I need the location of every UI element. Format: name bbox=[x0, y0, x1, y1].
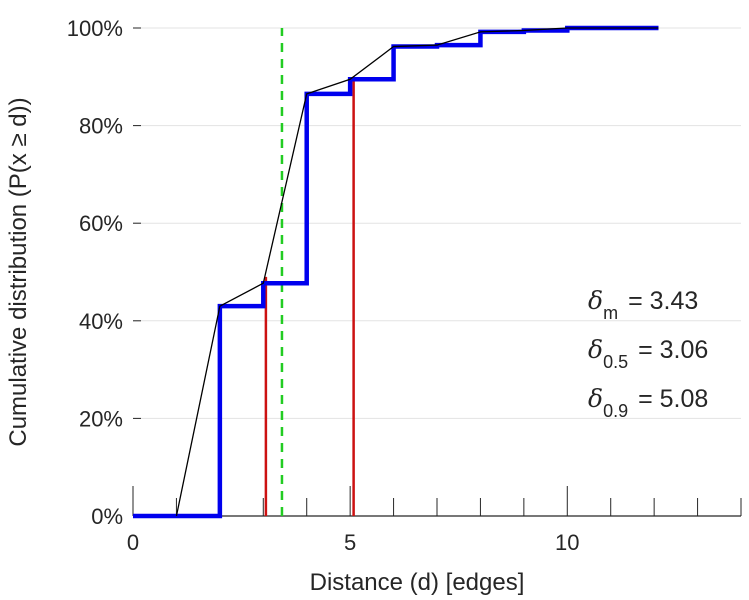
stats-annotation: δm = 3.43 δ0.5 = 3.06 δ0.9 = 5.08 bbox=[588, 286, 708, 421]
cdf-step-line bbox=[133, 25, 659, 519]
tick-labels: 0% 20% 40% 60% 80% 100% 0 5 10 bbox=[67, 16, 580, 555]
stat-median-sub: 0.5 bbox=[603, 352, 628, 372]
cdf-interpolated-line bbox=[175, 27, 659, 517]
y-tick-label: 20% bbox=[79, 406, 123, 431]
x-tick-label: 10 bbox=[555, 530, 579, 555]
axes bbox=[132, 27, 742, 517]
stat-median-symbol: δ bbox=[588, 335, 603, 364]
plot-area bbox=[133, 25, 659, 519]
stat-p90-symbol: δ bbox=[588, 384, 603, 413]
x-tick-label: 5 bbox=[344, 530, 356, 555]
y-tick-label: 100% bbox=[67, 16, 123, 41]
y-tick-label: 60% bbox=[79, 211, 123, 236]
x-tick-label: 0 bbox=[127, 530, 139, 555]
stat-mean: δm = 3.43 bbox=[588, 286, 698, 323]
y-tick-label: 80% bbox=[79, 114, 123, 139]
stat-p90: δ0.9 = 5.08 bbox=[588, 384, 708, 421]
x-axis-label: Distance (d) [edges] bbox=[310, 569, 525, 596]
stat-mean-symbol: δ bbox=[588, 286, 603, 315]
y-tick-label: 0% bbox=[91, 504, 123, 529]
stat-median: δ0.5 = 3.06 bbox=[588, 335, 708, 372]
stat-p90-value: = 5.08 bbox=[638, 385, 708, 413]
y-tick-label: 40% bbox=[79, 309, 123, 334]
stat-mean-sub: m bbox=[603, 303, 618, 323]
stat-mean-value: = 3.43 bbox=[628, 287, 698, 315]
grid-lines bbox=[133, 27, 741, 419]
stat-median-value: = 3.06 bbox=[638, 336, 708, 364]
stat-p90-sub: 0.9 bbox=[603, 401, 628, 421]
y-axis-label: Cumulative distribution (P(x ≥ d)) bbox=[5, 97, 32, 446]
